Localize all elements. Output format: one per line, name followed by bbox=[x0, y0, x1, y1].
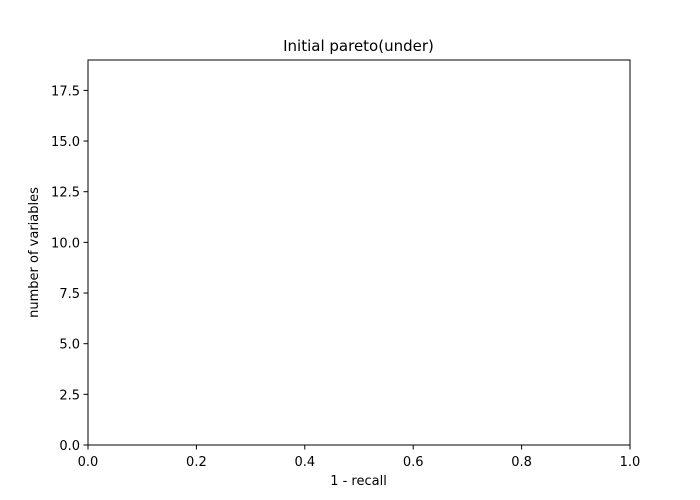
x-tick-label: 1.0 bbox=[620, 455, 641, 470]
y-tick-label: 10.0 bbox=[51, 236, 80, 251]
plot-frame bbox=[87, 59, 631, 446]
y-tick-label: 2.5 bbox=[59, 388, 80, 403]
y-axis-label: number of variables bbox=[27, 187, 42, 318]
y-axis-ticks: 0.0 2.5 5.0 7.5 10.0 12.5 15.0 17.5 bbox=[51, 84, 88, 454]
y-tick-label: 7.5 bbox=[59, 287, 80, 302]
chart-title: Initial pareto(under) bbox=[283, 37, 434, 55]
y-tick-label: 15.0 bbox=[51, 135, 80, 150]
x-tick-label: 0.8 bbox=[511, 455, 532, 470]
x-tick-label: 0.2 bbox=[186, 455, 207, 470]
y-tick-label: 0.0 bbox=[59, 439, 80, 454]
x-axis-ticks: 0.0 0.2 0.4 0.6 0.8 1.0 bbox=[78, 445, 641, 470]
y-tick-label: 17.5 bbox=[51, 84, 80, 99]
x-tick-label: 0.0 bbox=[78, 455, 99, 470]
x-axis-label: 1 - recall bbox=[330, 474, 387, 489]
x-tick-label: 0.6 bbox=[403, 455, 424, 470]
y-tick-label: 12.5 bbox=[51, 186, 80, 201]
y-tick-label: 5.0 bbox=[59, 338, 80, 353]
plot-area bbox=[88, 60, 630, 445]
x-tick-label: 0.4 bbox=[294, 455, 315, 470]
